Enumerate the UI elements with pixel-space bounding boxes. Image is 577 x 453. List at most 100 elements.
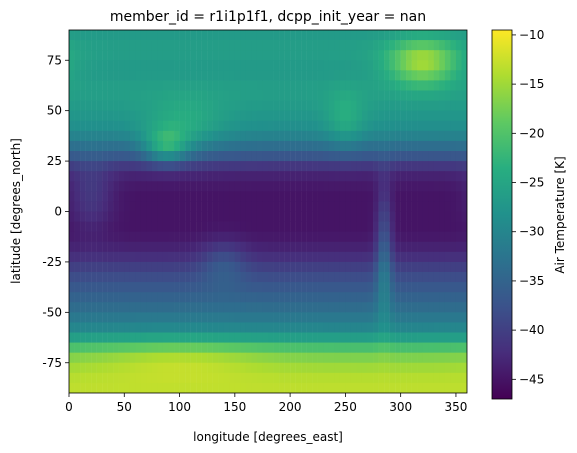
heatmap-cell [345,211,352,222]
heatmap-cell [140,261,147,273]
heatmap-cell [295,322,302,333]
heatmap-cell [113,50,119,61]
heatmap-cell [245,272,252,283]
heatmap-cell [118,181,125,192]
heatmap-cell [96,282,103,293]
heatmap-cell [140,362,147,374]
heatmap-cell [229,261,236,273]
heatmap-cell [455,362,462,374]
heatmap-cell [428,322,435,333]
heatmap-cell [174,251,180,263]
heatmap-cell [417,151,423,162]
heatmap-cell [162,50,169,61]
heatmap-cell [361,100,368,112]
heatmap-cell [428,372,435,384]
heatmap-cell [129,362,136,374]
heatmap-cell [135,80,142,91]
heatmap-cell [373,60,379,71]
heatmap-cell [74,191,81,202]
heatmap-cell [69,191,75,202]
heatmap-cell [256,201,263,212]
heatmap-cell [229,221,236,233]
heatmap-cell [290,100,296,112]
heatmap-cell [317,161,324,172]
heatmap-cell [245,90,252,101]
heatmap-cell [234,272,241,283]
heatmap-cell [428,201,435,212]
heatmap-cell [422,120,429,132]
heatmap-cell [433,30,440,41]
heatmap-cell [107,171,114,182]
heatmap-cell [168,332,175,343]
heatmap-cell [151,302,158,313]
heatmap-cell [455,171,462,182]
heatmap-cell [312,211,318,222]
heatmap-cell [268,70,274,81]
y-tick-label: 75 [47,53,62,67]
heatmap-cell [234,60,241,71]
heatmap-cell [395,110,401,122]
heatmap-cell [256,272,263,283]
heatmap-cell [174,50,180,61]
heatmap-cell [411,282,418,293]
heatmap-cell [251,312,258,323]
heatmap-cell [290,201,296,212]
heatmap-cell [273,221,280,233]
heatmap-cell [74,181,81,192]
heatmap-cell [262,201,269,212]
heatmap-cell [168,261,175,273]
heatmap-cell [301,362,307,374]
heatmap-cell [439,382,446,393]
heatmap-cell [196,100,202,112]
heatmap-cell [350,161,357,172]
heatmap-cell [190,191,197,202]
heatmap-cell [129,110,136,122]
heatmap-cell [218,241,224,253]
colorbar-tick-label: −40 [519,323,544,337]
heatmap-cell [317,181,324,192]
heatmap-cell [400,171,407,182]
heatmap-cell [312,30,318,41]
heatmap-cell [389,80,396,91]
heatmap-cell [207,30,213,41]
heatmap-cell [91,382,97,393]
heatmap-cell [245,201,252,212]
heatmap-cell [162,241,169,253]
heatmap-cell [345,272,352,283]
heatmap-cell [80,211,86,222]
heatmap-cell [190,352,197,364]
heatmap-cell [113,221,119,233]
heatmap-cell [118,322,125,333]
heatmap-cell [229,110,236,122]
heatmap-cell [312,282,318,293]
heatmap-cell [417,352,423,364]
heatmap-cell [301,40,307,51]
heatmap-cell [450,352,457,364]
heatmap-cell [245,171,252,182]
heatmap-cell [334,110,341,122]
heatmap-cell [85,302,92,313]
heatmap-cell [129,90,136,101]
heatmap-cell [102,140,108,152]
heatmap-cell [356,151,363,162]
heatmap-cell [201,30,208,41]
heatmap-cell [234,201,241,212]
heatmap-cell [400,261,407,273]
heatmap-cell [218,40,224,51]
heatmap-cell [135,382,142,393]
heatmap-cell [417,191,423,202]
heatmap-cell [251,70,258,81]
heatmap-cell [350,30,357,41]
heatmap-cell [406,282,412,293]
heatmap-cell [295,382,302,393]
heatmap-cell [218,130,224,142]
heatmap-cell [74,110,81,122]
heatmap-cell [323,322,330,333]
heatmap-cell [295,332,302,343]
heatmap-cell [185,352,191,364]
heatmap-cell [422,221,429,233]
heatmap-cell [212,342,219,354]
heatmap-cell [162,90,169,101]
heatmap-cell [124,151,131,162]
heatmap-cell [312,191,318,202]
